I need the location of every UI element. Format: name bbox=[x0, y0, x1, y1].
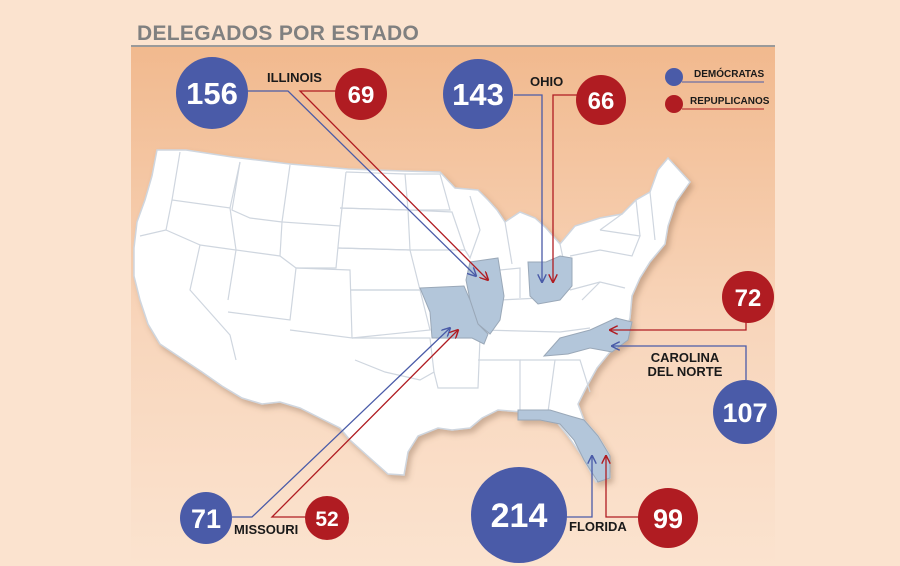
connector-ohio-democrats bbox=[514, 94, 542, 282]
state-borders bbox=[139, 151, 656, 413]
connector-illinois-republicans bbox=[298, 90, 488, 280]
ohio-republicans-bubble bbox=[576, 75, 626, 125]
florida-republicans-count: 99 bbox=[653, 504, 683, 534]
legend-democrats-swatch bbox=[665, 68, 683, 86]
nc-republicans-bubble bbox=[722, 271, 774, 323]
state-missouri-label: MISSOURI bbox=[234, 522, 298, 537]
connector-nc-democrats bbox=[612, 346, 747, 380]
illinois-republicans-count: 69 bbox=[348, 82, 375, 109]
nc-democrats-bubble bbox=[713, 380, 777, 444]
state-illinois: ILLINOIS 156 69 bbox=[176, 57, 387, 129]
legend: DEMÓCRATAS REPUPLICANOS bbox=[665, 67, 770, 113]
legend-democrats-label: DEMÓCRATAS bbox=[694, 67, 765, 80]
state-florida-shape bbox=[517, 409, 611, 483]
state-nc-label-line2: DEL NORTE bbox=[648, 364, 723, 379]
nc-republicans-count: 72 bbox=[735, 285, 762, 312]
illinois-democrats-count: 156 bbox=[186, 76, 238, 111]
connector-florida-democrats bbox=[566, 456, 592, 518]
state-missouri: 71 MISSOURI 52 bbox=[180, 492, 349, 544]
missouri-republicans-count: 52 bbox=[315, 508, 338, 531]
missouri-democrats-bubble bbox=[180, 492, 232, 544]
state-ohio-label: OHIO bbox=[530, 74, 563, 89]
state-florida-label: FLORIDA bbox=[569, 519, 627, 534]
florida-republicans-bubble bbox=[638, 488, 698, 548]
page-title: DELEGADOS POR ESTADO bbox=[137, 22, 419, 45]
connectors bbox=[232, 90, 747, 518]
state-florida: 214 FLORIDA 99 bbox=[471, 467, 698, 563]
connector-illinois-democrats bbox=[245, 90, 476, 276]
state-ohio: OHIO 143 66 bbox=[443, 59, 626, 129]
background-page bbox=[0, 0, 131, 566]
connector-florida-republicans bbox=[606, 456, 640, 518]
legend-republicans-swatch bbox=[665, 95, 683, 113]
nc-democrats-count: 107 bbox=[722, 398, 767, 428]
legend-republicans-label: REPUPLICANOS bbox=[690, 96, 770, 107]
missouri-democrats-count: 71 bbox=[191, 504, 221, 534]
connector-ohio-republicans bbox=[553, 94, 578, 282]
florida-democrats-bubble bbox=[471, 467, 567, 563]
state-illinois-label: ILLINOIS bbox=[267, 70, 322, 85]
state-nc-label-line1: CAROLINA bbox=[651, 350, 720, 365]
ohio-republicans-count: 66 bbox=[588, 88, 615, 115]
illinois-republicans-bubble bbox=[335, 68, 387, 120]
ohio-democrats-count: 143 bbox=[452, 77, 504, 112]
state-north-carolina: 72 CAROLINA DEL NORTE 107 bbox=[648, 271, 777, 444]
illinois-democrats-bubble bbox=[176, 57, 248, 129]
state-missouri-shape bbox=[419, 285, 489, 345]
connector-missouri-democrats bbox=[232, 328, 450, 518]
background-page-right bbox=[775, 0, 900, 566]
ohio-democrats-bubble bbox=[443, 59, 513, 129]
florida-democrats-count: 214 bbox=[491, 497, 548, 535]
missouri-republicans-bubble bbox=[305, 496, 349, 540]
connector-missouri-republicans bbox=[270, 330, 458, 518]
background-top bbox=[131, 0, 775, 46]
